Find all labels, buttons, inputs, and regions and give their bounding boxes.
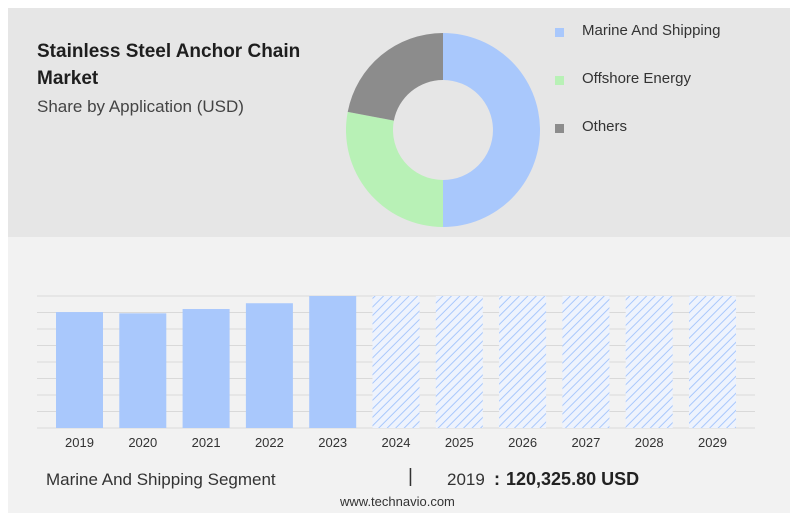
x-tick-2020: 2020 bbox=[128, 435, 157, 450]
legend-label-marine: Marine And Shipping bbox=[582, 22, 721, 39]
x-tick-2025: 2025 bbox=[445, 435, 474, 450]
x-tick-2026: 2026 bbox=[508, 435, 537, 450]
donut-chart bbox=[346, 33, 540, 227]
legend-swatch-marine bbox=[555, 28, 564, 37]
donut-slice-1 bbox=[346, 111, 443, 227]
bar-2028 bbox=[625, 296, 673, 428]
x-tick-2022: 2022 bbox=[255, 435, 284, 450]
donut-slice-2 bbox=[347, 33, 443, 121]
bar-2027 bbox=[562, 296, 610, 428]
source-credit: www.technavio.com bbox=[340, 494, 455, 509]
bar-2025 bbox=[435, 296, 483, 428]
x-tick-2029: 2029 bbox=[698, 435, 727, 450]
legend-label-others: Others bbox=[582, 118, 628, 135]
x-tick-2028: 2028 bbox=[635, 435, 664, 450]
legend-swatch-others bbox=[555, 124, 564, 133]
segment-colon: : bbox=[494, 469, 500, 489]
bar-2026 bbox=[499, 296, 547, 428]
footer-separator: | bbox=[408, 466, 413, 487]
bar-2029 bbox=[689, 296, 736, 428]
donut-slice-0 bbox=[443, 33, 540, 227]
bar-2021 bbox=[182, 309, 230, 428]
legend-label-offshore: Offshore Energy bbox=[582, 70, 691, 87]
segment-year: 2019 bbox=[447, 470, 485, 489]
x-tick-2019: 2019 bbox=[65, 435, 94, 450]
bar-2022 bbox=[245, 303, 293, 428]
chart-subtitle: Share by Application (USD) bbox=[37, 97, 244, 116]
chart-title: Stainless Steel Anchor Chain Market bbox=[37, 41, 301, 89]
bar-2024 bbox=[372, 296, 420, 428]
legend-swatch-offshore bbox=[555, 76, 564, 85]
bar-2020 bbox=[119, 313, 167, 428]
x-tick-2023: 2023 bbox=[318, 435, 347, 450]
segment-value: 120,325.80 USD bbox=[506, 469, 640, 489]
x-tick-2021: 2021 bbox=[192, 435, 221, 450]
x-tick-2027: 2027 bbox=[571, 435, 600, 450]
bar-2023 bbox=[309, 296, 357, 428]
bar-2019 bbox=[56, 312, 103, 428]
segment-label: Marine And Shipping Segment bbox=[46, 470, 276, 489]
x-tick-2024: 2024 bbox=[382, 435, 411, 450]
